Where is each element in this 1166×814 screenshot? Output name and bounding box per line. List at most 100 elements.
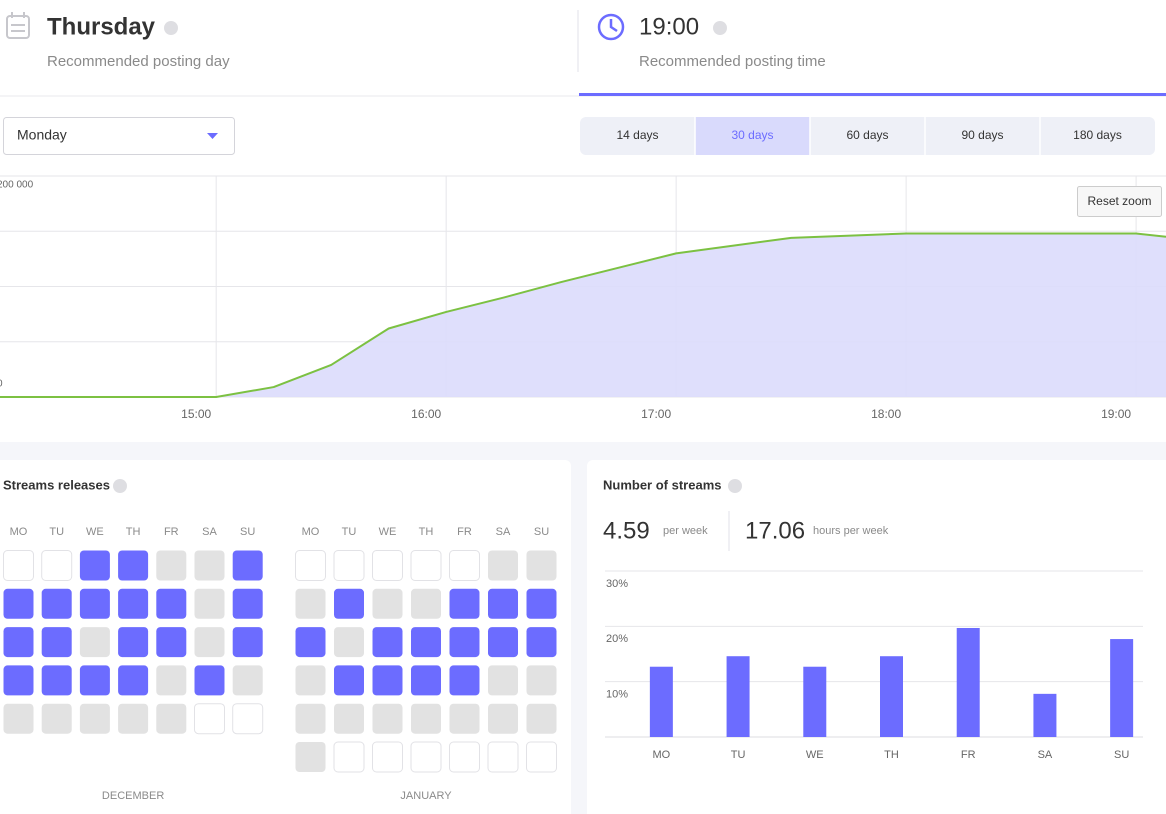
- day-cell: [411, 703, 441, 734]
- day-cell: [372, 550, 403, 581]
- stat-value: 4.59: [603, 517, 650, 544]
- range-label[interactable]: 60 days: [846, 128, 888, 142]
- weekday-label: SA: [496, 526, 511, 538]
- bar: [1033, 693, 1057, 737]
- x-tick-label: SA: [1038, 749, 1053, 761]
- weekday-label: WE: [86, 526, 104, 538]
- day-cell: [3, 665, 34, 696]
- y-tick-label: 20%: [606, 633, 628, 645]
- day-cell: [372, 665, 403, 696]
- day-dropdown[interactable]: Monday: [3, 117, 235, 155]
- day-cell: [79, 703, 110, 734]
- day-cell: [118, 588, 149, 619]
- day-cell: [411, 665, 441, 696]
- day-cell: [3, 550, 34, 581]
- x-tick-label: 18:00: [871, 407, 901, 421]
- day-cell: [449, 588, 480, 619]
- day-cell: [410, 550, 442, 581]
- day-cell: [194, 665, 225, 696]
- range-label[interactable]: 90 days: [961, 128, 1003, 142]
- day-cell: [41, 627, 72, 658]
- time-caption: Recommended posting time: [639, 53, 826, 70]
- day-cell: [232, 588, 263, 619]
- range-button[interactable]: 60 days: [809, 117, 889, 155]
- day-cell: [79, 550, 110, 581]
- help-icon[interactable]: [713, 21, 727, 35]
- weekday-label: TU: [342, 526, 357, 538]
- day-cell: [79, 627, 110, 658]
- day-cell: [449, 665, 480, 696]
- help-icon[interactable]: [728, 479, 742, 493]
- day-cell: [232, 627, 263, 658]
- x-tick-label: WE: [806, 749, 824, 761]
- day-cell: [118, 665, 149, 696]
- month-label: DECEMBER: [102, 790, 164, 802]
- dropdown-value[interactable]: Monday: [17, 127, 67, 143]
- dropdown-box[interactable]: [3, 117, 235, 155]
- day-cell: [526, 588, 557, 619]
- weekday-label: SA: [202, 526, 217, 538]
- y-tick-label: 0: [0, 379, 3, 390]
- clock-icon: [597, 13, 625, 41]
- reset-zoom-button[interactable]: Reset zoom: [1077, 186, 1162, 217]
- range-label[interactable]: 14 days: [616, 128, 658, 142]
- day-cell: [334, 703, 364, 734]
- day-cell: [488, 703, 518, 734]
- day-cell: [194, 550, 225, 581]
- day-cell: [526, 741, 557, 773]
- range-active-bg[interactable]: [695, 117, 810, 155]
- day-cell: [79, 588, 110, 619]
- stat-value: 17.06: [745, 517, 805, 544]
- day-cell: [118, 627, 149, 658]
- x-tick-label: 19:00: [1101, 407, 1131, 421]
- weekday-label: TH: [126, 526, 141, 538]
- bar: [956, 627, 980, 737]
- area-fill: [0, 233, 1166, 397]
- day-caption: Recommended posting day: [47, 53, 230, 70]
- day-cell: [3, 588, 34, 619]
- day-cell: [194, 703, 225, 735]
- weekday-label: FR: [457, 526, 472, 538]
- x-tick-label: TH: [884, 749, 899, 761]
- day-cell: [3, 627, 34, 658]
- area-line: [0, 232, 1166, 398]
- stat-unit: per week: [663, 525, 708, 537]
- day-cell: [3, 703, 34, 734]
- day-cell: [194, 627, 225, 658]
- range-button[interactable]: 14 days: [616, 128, 658, 142]
- range-label[interactable]: 180 days: [1073, 128, 1122, 142]
- range-button[interactable]: 30 days: [694, 117, 810, 155]
- day-cell: [488, 627, 518, 658]
- time-title: 19:00: [639, 13, 699, 40]
- help-icon[interactable]: [113, 479, 127, 493]
- range-button[interactable]: 90 days: [924, 117, 1004, 155]
- day-cell: [449, 703, 480, 734]
- day-cell: [232, 550, 263, 581]
- x-tick-label: MO: [652, 749, 670, 761]
- reset-zoom-label[interactable]: Reset zoom: [1087, 194, 1151, 208]
- day-cell: [295, 742, 326, 772]
- weekday-label: MO: [10, 526, 28, 538]
- day-cell: [79, 665, 110, 696]
- range-button[interactable]: 180 days: [1039, 117, 1122, 155]
- dropdown-arrow[interactable]: [207, 133, 218, 139]
- day-cell: [526, 703, 557, 734]
- day-cell: [194, 588, 225, 619]
- day-cell: [334, 665, 364, 696]
- day-cell: [333, 741, 365, 773]
- day-title: Thursday: [47, 13, 156, 40]
- bar: [649, 666, 673, 737]
- range-label[interactable]: 30 days: [731, 128, 773, 142]
- help-icon[interactable]: [164, 21, 178, 35]
- streams-panel: [587, 460, 1166, 814]
- y-tick-label: 10%: [606, 689, 628, 701]
- day-cell: [156, 627, 187, 658]
- day-cell: [410, 741, 442, 773]
- area-chart: 0 200 000 15:00 16:00 17:00 18:00 19:00: [0, 175, 1166, 421]
- reset-zoom-box[interactable]: [1077, 186, 1162, 217]
- day-cell: [232, 703, 264, 735]
- day-cell: [526, 627, 557, 658]
- panel-title: Streams releases: [3, 477, 110, 492]
- day-cell: [295, 588, 326, 619]
